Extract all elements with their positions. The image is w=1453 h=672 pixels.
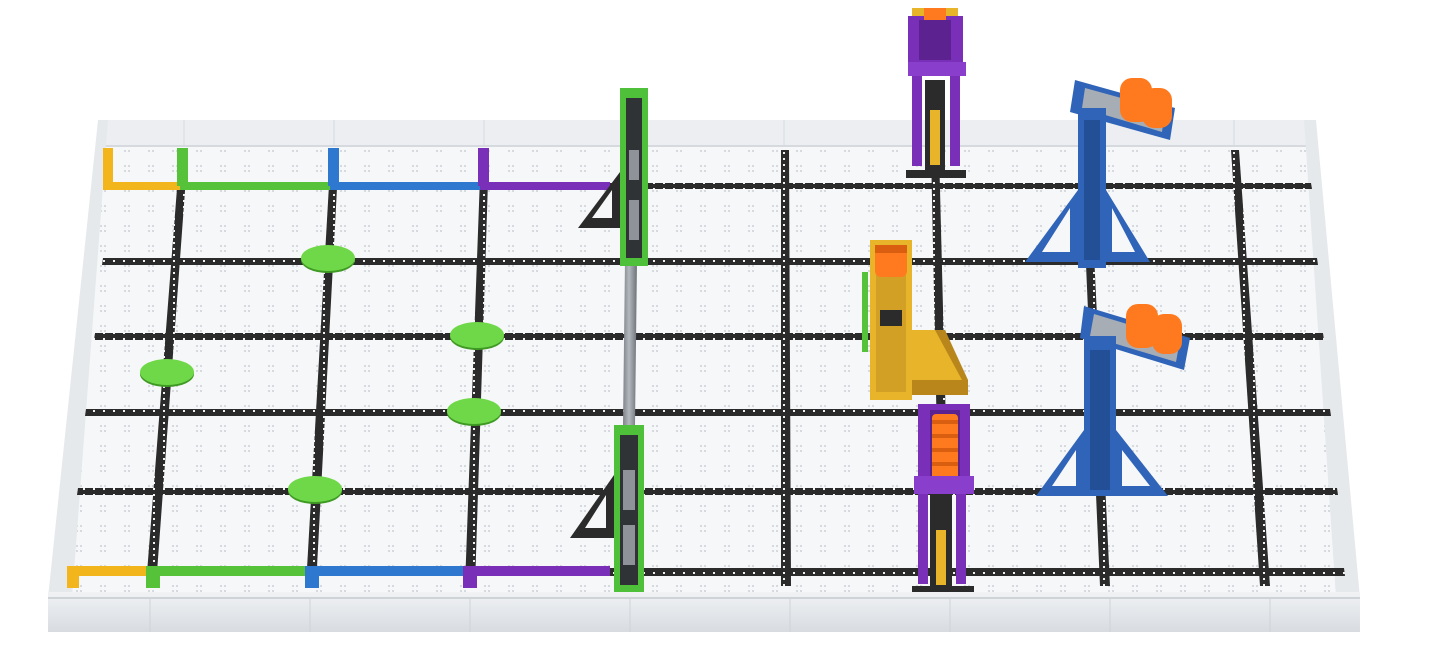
- blue-goal-tower-bottom: [1036, 304, 1190, 496]
- purple-goal-tower-bottom: [912, 404, 974, 594]
- center-divider: [570, 88, 648, 595]
- green-disc: [288, 476, 342, 504]
- green-disc: [450, 322, 504, 350]
- gold-goal-tower: [862, 240, 968, 400]
- field-floor: [48, 122, 1356, 598]
- purple-goal-tower-top: [906, 8, 966, 178]
- starting-zone-lines: [67, 148, 610, 588]
- green-disc: [140, 359, 194, 387]
- field-back-wall: [98, 120, 1314, 147]
- green-discs: [140, 245, 504, 504]
- field-side-walls: [48, 120, 1360, 598]
- blue-goal-tower-top: [1025, 78, 1175, 268]
- green-disc: [301, 245, 355, 273]
- green-disc: [447, 398, 501, 426]
- field-front-wall: [48, 592, 1360, 632]
